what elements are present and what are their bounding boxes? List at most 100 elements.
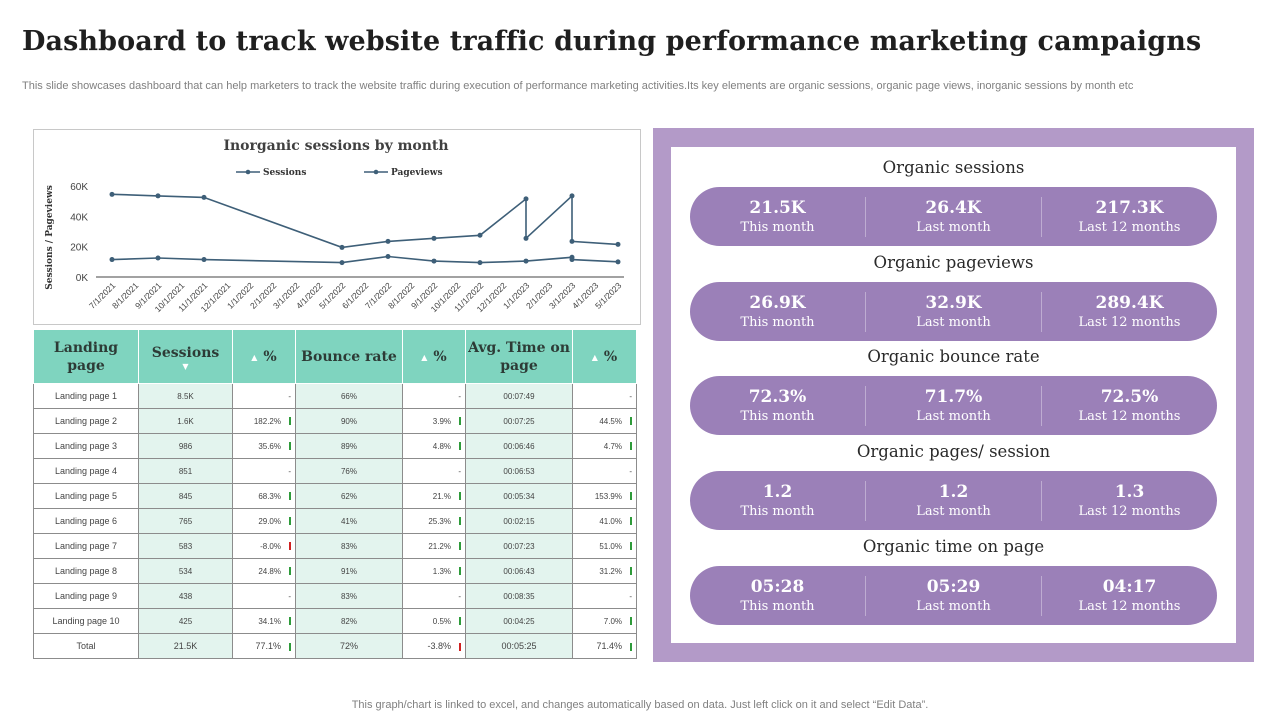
data-point-pageviews: [569, 193, 575, 199]
trend-up-icon: [459, 617, 461, 626]
trend-up-icon: [630, 567, 632, 576]
cell-sessions-pct: -: [232, 383, 296, 409]
cell-sessions-pct: 29.0%: [232, 508, 296, 534]
sort-up-icon[interactable]: ▲: [251, 351, 258, 362]
table-row: Landing page 6 765 29.0% 41% 25.3% 00:02…: [33, 508, 637, 534]
kpi-label: Last month: [916, 408, 991, 424]
kpi-cell: 1.2 This month: [690, 481, 865, 521]
landing-page-table: Landing page Sessions ▼ ▲% Bounce rate ▲%…: [33, 329, 637, 659]
cell-time-pct: 44.5%: [572, 408, 637, 434]
kpi-value: 71.7%: [924, 386, 983, 407]
kpi-value: 1.2: [762, 481, 793, 502]
cell-sessions-pct: 68.3%: [232, 483, 296, 509]
cell-bounce-pct: 21.%: [402, 483, 466, 509]
cell-bounce-rate: 83%: [295, 533, 403, 559]
kpi-label: Last 12 months: [1078, 219, 1181, 235]
kpi-value: 05:29: [926, 576, 981, 597]
kpi-label: Last month: [916, 219, 991, 235]
kpi-label: Last 12 months: [1078, 408, 1181, 424]
data-point-sessions: [569, 257, 575, 263]
y-tick-label: 0K: [76, 273, 89, 284]
kpi-cell: 1.2 Last month: [865, 480, 1041, 521]
kpi-cell: 1.3 Last 12 months: [1041, 480, 1217, 521]
cell-bounce-rate: 91%: [295, 558, 403, 584]
header-sessions[interactable]: Sessions ▼: [138, 329, 233, 384]
series-line-sessions: [111, 255, 619, 264]
cell-time-pct: 71.4%: [572, 633, 637, 659]
header-bounce-pct[interactable]: ▲%: [402, 329, 466, 384]
cell-avg-time: 00:07:23: [465, 533, 573, 559]
cell-sessions: 425: [138, 608, 233, 634]
cell-bounce-pct: -: [402, 383, 466, 409]
cell-landing-page: Landing page 5: [33, 483, 139, 509]
cell-bounce-pct: -: [402, 458, 466, 484]
cell-time-pct: 41.0%: [572, 508, 637, 534]
cell-landing-page: Landing page 4: [33, 458, 139, 484]
header-sessions-pct[interactable]: ▲%: [232, 329, 296, 384]
trend-down-icon: [289, 542, 291, 551]
kpi-label: Last month: [916, 314, 991, 330]
kpi-value: 1.3: [1114, 481, 1145, 502]
page-title: Dashboard to track website traffic durin…: [22, 26, 1202, 57]
trend-down-icon: [459, 642, 461, 651]
cell-bounce-rate: 72%: [295, 633, 403, 659]
trend-up-icon: [459, 517, 461, 526]
y-tick-label: 40K: [70, 212, 88, 223]
kpi-value: 26.9K: [749, 292, 806, 313]
cell-time-pct: -: [572, 458, 637, 484]
table-row: Landing page 1 8.5K - 66% - 00:07:49 -: [33, 383, 637, 409]
data-point-pageviews: [339, 244, 345, 250]
trend-up-icon: [459, 442, 461, 451]
data-point-pageviews: [201, 194, 207, 200]
kpi-value: 72.3%: [748, 386, 807, 407]
cell-bounce-rate: 89%: [295, 433, 403, 459]
cell-sessions: 8.5K: [138, 383, 233, 409]
line-chart-svg: Inorganic sessions by month Sessions Pagev…: [45, 138, 624, 314]
y-tick-label: 60K: [70, 182, 88, 193]
table-row: Landing page 7 583 -8.0% 83% 21.2% 00:07…: [33, 533, 637, 559]
cell-sessions: 765: [138, 508, 233, 534]
kpi-cell: 72.3% This month: [690, 386, 865, 426]
cell-bounce-rate: 66%: [295, 383, 403, 409]
cell-avg-time: 00:07:25: [465, 408, 573, 434]
cell-avg-time: 00:02:15: [465, 508, 573, 534]
cell-time-pct: 7.0%: [572, 608, 637, 634]
kpi-label: Last 12 months: [1078, 314, 1181, 330]
cell-sessions: 438: [138, 583, 233, 609]
cell-landing-page: Landing page 3: [33, 433, 139, 459]
table-header-row: Landing page Sessions ▼ ▲% Bounce rate ▲%…: [33, 329, 637, 384]
trend-up-icon: [630, 642, 632, 651]
kpi-cell: 71.7% Last month: [865, 385, 1041, 426]
sort-down-icon[interactable]: ▼: [182, 360, 189, 371]
table-row: Landing page 4 851 - 76% - 00:06:53 -: [33, 458, 637, 484]
cell-bounce-pct: 0.5%: [402, 608, 466, 634]
data-point-sessions: [431, 258, 437, 264]
cell-landing-page: Landing page 9: [33, 583, 139, 609]
kpi-label: This month: [740, 314, 815, 330]
kpi-value: 26.4K: [925, 197, 982, 218]
data-point-sessions: [385, 254, 391, 260]
kpi-pill: 1.2 This month 1.2 Last month 1.3 Last 12 mon…: [690, 471, 1217, 530]
kpi-label: This month: [740, 503, 815, 519]
header-landing-page: Landing page: [33, 329, 139, 384]
cell-sessions-pct: -: [232, 583, 296, 609]
cell-sessions-pct: 182.2%: [232, 408, 296, 434]
header-time-pct[interactable]: ▲%: [572, 329, 637, 384]
sort-up-icon[interactable]: ▲: [421, 351, 428, 362]
sort-up-icon[interactable]: ▲: [591, 351, 598, 362]
kpi-value: 04:17: [1102, 576, 1157, 597]
kpi-label: This month: [740, 598, 815, 614]
kpi-pill: 05:28 This month 05:29 Last month 04:17 Last …: [690, 566, 1217, 625]
data-point-sessions: [109, 257, 115, 263]
trend-up-icon: [289, 642, 291, 651]
cell-time-pct: 51.0%: [572, 533, 637, 559]
cell-time-pct: 153.9%: [572, 483, 637, 509]
kpi-title: Organic bounce rate: [867, 347, 1040, 366]
cell-sessions-pct: 35.6%: [232, 433, 296, 459]
data-point-sessions: [523, 258, 529, 264]
data-point-sessions: [615, 259, 621, 265]
table-total-row: Total 21.5K 77.1% 72% -3.8% 00:05:25 71.…: [33, 633, 637, 659]
table-row: Landing page 2 1.6K 182.2% 90% 3.9% 00:0…: [33, 408, 637, 434]
cell-sessions: 851: [138, 458, 233, 484]
cell-avg-time: 00:05:34: [465, 483, 573, 509]
